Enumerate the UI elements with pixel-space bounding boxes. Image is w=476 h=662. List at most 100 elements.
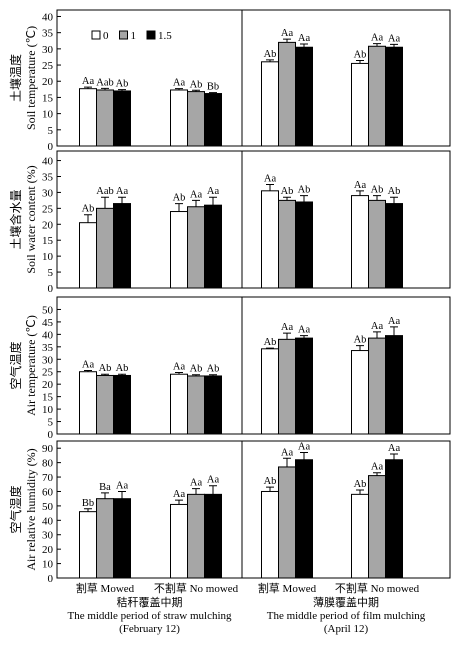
bar [96, 89, 114, 147]
significance-letter: Ab [298, 185, 311, 196]
plot-frame [56, 9, 451, 147]
error-bar [266, 59, 274, 62]
bar [278, 466, 296, 579]
y-tick-label: 35 [42, 342, 54, 354]
y-tick-label: 10 [42, 251, 54, 263]
error-bar [266, 347, 274, 349]
bar [295, 201, 313, 289]
y-axis-label: 空气湿度 [8, 485, 23, 533]
significance-letter: Aa [281, 28, 294, 39]
error-bar [300, 452, 308, 460]
bar [261, 190, 279, 289]
y-axis-label: Air temperature (℃) [24, 315, 38, 416]
y-tick-label: 25 [42, 203, 54, 215]
bar [113, 203, 131, 289]
bar [295, 459, 313, 579]
bar [79, 222, 97, 289]
significance-letter: Ab [281, 186, 294, 197]
bar [187, 206, 205, 289]
error-bar [175, 371, 183, 375]
bar [278, 199, 296, 289]
y-tick-label: 50 [42, 304, 54, 316]
error-bar [118, 490, 126, 499]
y-tick-label: 30 [42, 530, 54, 542]
bar [79, 511, 97, 579]
plot-frame [56, 150, 451, 289]
error-bar [390, 196, 398, 204]
y-axis-label: Soil temperature (℃) [24, 26, 38, 130]
bar [368, 337, 386, 435]
error-bar [283, 457, 291, 467]
bar [261, 61, 279, 147]
bar [113, 374, 131, 435]
significance-letter: Ab [354, 335, 367, 346]
y-tick-label: 0 [48, 429, 54, 441]
significance-letter: Aa [173, 361, 186, 372]
error-bar [373, 331, 381, 339]
group-label: The middle period of straw mulching [67, 610, 232, 622]
error-bar [283, 38, 291, 43]
y-tick-label: 30 [42, 44, 54, 56]
significance-letter: Ab [116, 363, 129, 374]
y-tick-label: 40 [42, 11, 54, 23]
bar [170, 89, 188, 147]
significance-letter: Ab [173, 193, 186, 204]
error-bar [84, 369, 92, 372]
significance-letter: Ba [99, 482, 111, 493]
bar [187, 493, 205, 579]
bar [170, 373, 188, 435]
bar [368, 199, 386, 289]
error-bar [300, 43, 308, 48]
y-tick-label: 10 [42, 404, 54, 416]
significance-letter: Ab [190, 79, 203, 90]
error-bar [209, 92, 217, 94]
y-tick-label: 45 [42, 317, 54, 329]
significance-letter: Bb [82, 498, 94, 509]
y-axis-label: 土壤温度 [8, 54, 23, 102]
legend-label: 1 [131, 30, 137, 42]
error-bar [175, 499, 183, 505]
bar [278, 338, 296, 435]
significance-letter: Ab [264, 337, 277, 348]
bar [385, 335, 403, 435]
y-tick-label: 0 [48, 141, 54, 153]
significance-letter: Ab [264, 49, 277, 60]
significance-letter: Aa [371, 33, 384, 44]
significance-letter: Ab [82, 204, 95, 215]
bar [351, 493, 369, 579]
bar [113, 90, 131, 147]
error-bar [84, 214, 92, 223]
bar [385, 459, 403, 579]
error-bar [175, 88, 183, 90]
y-tick-label: 70 [42, 472, 54, 484]
error-bar [118, 196, 126, 204]
bar [187, 91, 205, 147]
y-tick-label: 5 [48, 125, 54, 137]
error-bar [356, 489, 364, 495]
bar [368, 475, 386, 579]
bar [187, 375, 205, 435]
plot-frame [56, 296, 451, 435]
error-bar [283, 196, 291, 201]
group-label: (April 12) [324, 623, 369, 635]
error-bar [283, 332, 291, 340]
y-tick-label: 5 [48, 267, 54, 279]
bar [295, 46, 313, 147]
y-tick-label: 50 [42, 501, 54, 513]
significance-letter: Aab [96, 77, 114, 88]
y-tick-label: 20 [42, 544, 54, 556]
error-bar [175, 203, 183, 212]
significance-letter: Aa [82, 76, 95, 87]
y-tick-label: 15 [42, 92, 54, 104]
group-label: (February 12) [119, 623, 180, 635]
significance-letter: Aa [207, 186, 220, 197]
bar [204, 375, 222, 435]
y-tick-label: 35 [42, 171, 54, 183]
error-bar [101, 492, 109, 499]
significance-letter: Ab [371, 185, 384, 196]
error-bar [300, 335, 308, 339]
error-bar [101, 373, 109, 376]
y-tick-label: 30 [42, 354, 54, 366]
error-bar [209, 374, 217, 376]
y-tick-label: 20 [42, 219, 54, 231]
